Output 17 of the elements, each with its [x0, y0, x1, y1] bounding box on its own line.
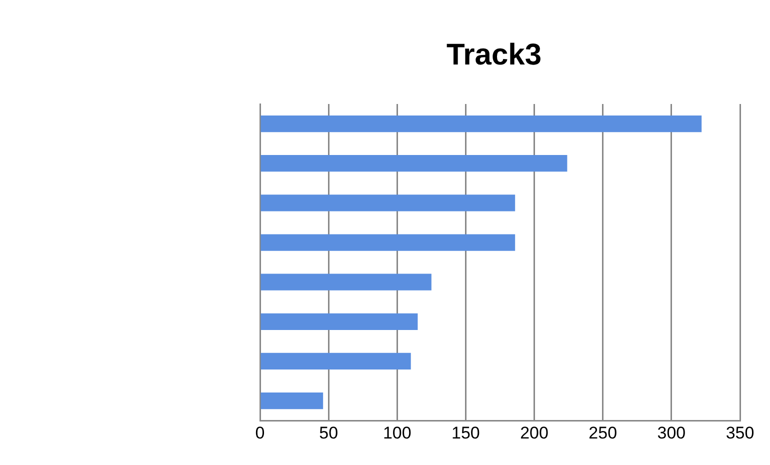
- x-tick-label: 0: [255, 423, 265, 442]
- x-tick-label: 250: [588, 423, 618, 442]
- x-tick-label: 150: [452, 423, 480, 442]
- bar: [260, 234, 516, 251]
- bar: [260, 392, 324, 410]
- x-tick-label: 300: [657, 423, 686, 442]
- x-tick-label: 350: [726, 423, 754, 442]
- bar: [260, 274, 432, 290]
- x-tick-label: 50: [319, 423, 338, 442]
- bar: [260, 313, 418, 330]
- x-tick-label: 100: [382, 423, 412, 442]
- x-tick-label: 200: [520, 423, 548, 442]
- bar: [260, 194, 516, 212]
- bar: [260, 352, 411, 370]
- bar: [260, 155, 568, 172]
- bar: [260, 115, 702, 132]
- chart-title: Track3: [446, 38, 542, 72]
